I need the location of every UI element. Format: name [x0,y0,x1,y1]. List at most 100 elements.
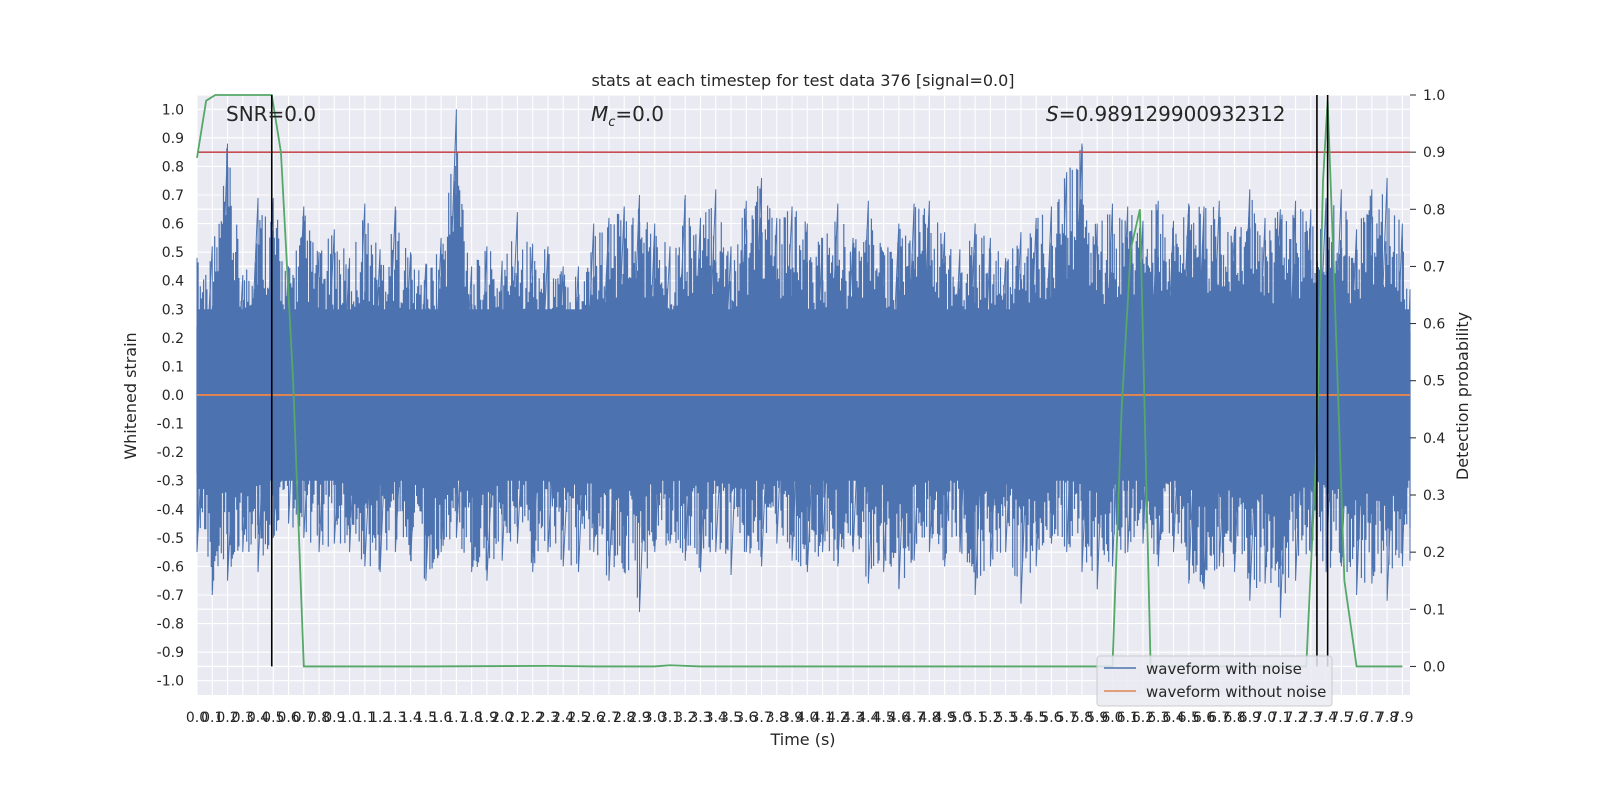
y-right-tick-label: 0.5 [1423,374,1445,390]
y-left-tick-label: 0.5 [162,245,184,261]
x-tick-label: 4.2 [827,710,849,726]
y-left-tick-label: -0.9 [157,645,184,661]
y-left-tick-label: -0.2 [157,445,184,461]
x-tick-label: 3.9 [781,710,803,726]
x-tick-label: 7.6 [1345,710,1367,726]
y-right-tick-labels: 0.0 0.1 0.2 0.3 0.4 0.5 0.6 0.7 0.8 0.9 1.0 [1410,88,1445,675]
x-tick-label: 3.3 [689,710,711,726]
x-tick-label: 2.5 [567,710,589,726]
x-tick-label: 1.3 [384,710,406,726]
x-tick-label: 2.1 [506,710,528,726]
y-right-tick-label: 0.6 [1423,317,1445,333]
y-left-tick-label: 0.7 [162,188,184,204]
x-axis-label: Time (s) [769,730,835,749]
x-tick-label: 0.9 [323,710,345,726]
x-tick-label: 1.1 [354,710,376,726]
y-right-tick-label: 0.4 [1423,431,1445,447]
x-tick-label: 6.9 [1239,710,1261,726]
y-left-tick-label: 0.3 [162,302,184,318]
detection-probability-line [196,94,1403,668]
x-tick-label: 6.2 [1132,710,1154,726]
x-tick-label: 6.8 [1223,710,1245,726]
y-left-tick-labels: -1.0 -0.9 -0.8 -0.7 -0.6 -0.5 -0.4 -0.3 -0.2 -0.1… [157,102,184,689]
x-tick-label: 7.1 [1269,710,1291,726]
x-tick-label: 5.6 [1040,710,1062,726]
x-tick-label: 2.7 [598,710,620,726]
x-tick-label: 4.5 [872,710,894,726]
x-tick-label: 2.0 [491,710,513,726]
x-tick-label: 4.9 [934,710,956,726]
x-tick-label: 0.3 [232,710,254,726]
score-annotation: S=0.989129900932312 [1046,102,1285,126]
y-right-tick-label: 0.3 [1423,488,1445,504]
x-tick-label: 5.0 [949,710,971,726]
x-tick-label: 7.7 [1361,710,1383,726]
y-left-tick-label: 0.8 [162,159,184,175]
y-left-tick-label: -0.8 [157,617,184,633]
x-tick-label: 3.1 [659,710,681,726]
x-tick-label: 6.5 [1178,710,1200,726]
legend-label-clean: waveform without noise [1146,683,1326,701]
x-tick-label: 3.6 [735,710,757,726]
x-tick-label: 5.2 [979,710,1001,726]
x-tick-label: 3.0 [644,710,666,726]
x-tick-label: 7.3 [1300,710,1322,726]
x-tick-label: 0.2 [216,710,238,726]
x-tick-label: 4.3 [842,710,864,726]
y-axis-label-right: Detection probability [1453,312,1472,480]
x-tick-label: 7.0 [1254,710,1276,726]
y-right-tick-label: 0.0 [1423,659,1445,675]
y-left-tick-label: 0.2 [162,331,184,347]
y-left-tick-label: 0.4 [162,274,184,290]
x-tick-label: 4.4 [857,710,879,726]
x-tick-label: 1.0 [338,710,360,726]
x-tick-label: 5.1 [964,710,986,726]
x-tick-labels: 0.00.10.20.30.40.50.60.70.80.91.01.11.21… [186,710,1414,726]
x-tick-label: 2.4 [552,710,574,726]
y-right-tick-label: 0.7 [1423,259,1445,275]
x-tick-label: 6.1 [1117,710,1139,726]
x-tick-label: 1.5 [415,710,437,726]
x-tick-label: 3.4 [705,710,727,726]
x-tick-label: 6.6 [1193,710,1215,726]
x-tick-label: 1.9 [476,710,498,726]
x-tick-label: 3.5 [720,710,742,726]
x-tick-label: 2.2 [522,710,544,726]
y-right-tick-label: 0.8 [1423,202,1445,218]
x-tick-label: 0.1 [201,710,223,726]
x-tick-label: 6.3 [1147,710,1169,726]
x-tick-label: 2.9 [628,710,650,726]
x-tick-label: 5.3 [995,710,1017,726]
snr-annotation: SNR=0.0 [226,102,316,126]
y-left-tick-label: 0.6 [162,217,184,233]
x-tick-label: 0.0 [186,710,208,726]
x-tick-label: 4.0 [796,710,818,726]
y-left-tick-label: 1.0 [162,102,184,118]
x-tick-label: 7.8 [1376,710,1398,726]
x-tick-label: 3.7 [750,710,772,726]
x-tick-label: 4.1 [811,710,833,726]
x-tick-label: 7.2 [1284,710,1306,726]
legend-box [1096,655,1333,707]
x-tick-label: 7.9 [1391,710,1413,726]
x-tick-label: 1.7 [445,710,467,726]
y-left-tick-label: 0.9 [162,131,184,147]
y-left-tick-label: -0.1 [157,417,184,433]
y-left-tick-label: -1.0 [157,674,184,690]
x-tick-label: 2.8 [613,710,635,726]
x-tick-label: 1.8 [461,710,483,726]
chirp-mass-annotation: Mc=0.0 [591,102,664,130]
y-left-tick-label: -0.6 [157,559,184,575]
score-symbol: S [1046,102,1059,126]
x-tick-label: 3.2 [674,710,696,726]
x-tick-label: 5.8 [1071,710,1093,726]
x-tick-label: 3.8 [766,710,788,726]
y-left-tick-label: 0.1 [162,359,184,375]
y-left-tick-label: 0.0 [162,388,184,404]
x-tick-label: 4.8 [918,710,940,726]
x-tick-label: 4.7 [903,710,925,726]
x-tick-label: 4.6 [888,710,910,726]
x-tick-label: 2.3 [537,710,559,726]
legend: waveform with noise waveform without noi… [1096,655,1333,707]
